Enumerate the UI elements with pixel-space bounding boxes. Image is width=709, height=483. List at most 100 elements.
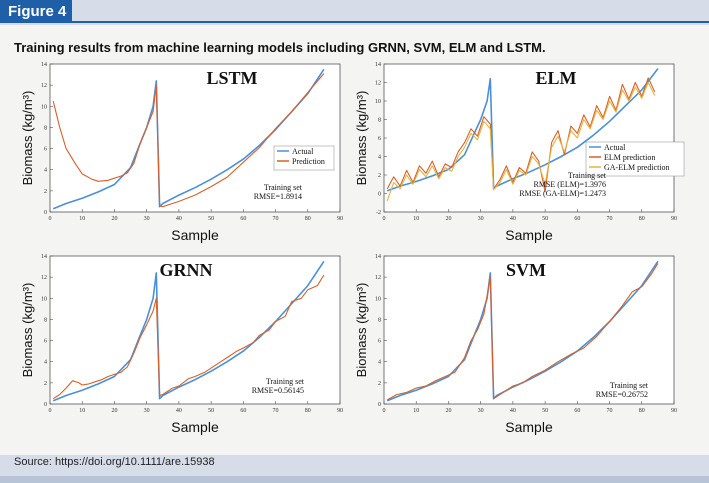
x-tick-label: 20 [111,216,117,222]
legend-label: Actual [604,143,626,152]
x-tick-label: 20 [445,408,451,414]
series-line-actual [52,260,325,402]
x-tick-label: 30 [144,408,150,414]
series-line-prediction [386,263,659,401]
x-axis-label: Sample [171,227,219,243]
y-tick-label: 8 [44,125,47,131]
x-tick-label: 70 [607,408,613,414]
y-axis-label: Biomass (kg/m³) [354,91,369,186]
y-tick-label: -2 [376,210,381,216]
x-tick-label: 30 [144,216,150,222]
x-tick-label: 40 [510,216,516,222]
x-tick-label: 10 [413,408,419,414]
y-tick-label: 4 [378,155,381,161]
y-tick-label: 6 [378,339,381,345]
y-tick-label: 8 [44,317,47,323]
legend-box [273,145,335,171]
x-tick-label: 60 [574,216,580,222]
x-tick-label: 80 [639,408,645,414]
y-tick-label: 6 [378,136,381,142]
x-axis-label: Sample [505,419,553,435]
x-axis-label: Sample [171,419,219,435]
legend-label: Prediction [292,157,325,166]
annotation-text: RMSE (ELM)=1.3976 [533,180,606,189]
y-tick-label: 12 [41,275,47,281]
figure-header [0,0,709,25]
x-tick-label: 50 [208,408,214,414]
series-line-prediction [52,274,325,400]
x-tick-label: 90 [337,408,343,414]
y-tick-label: 6 [44,147,47,153]
x-tick-label: 10 [79,216,85,222]
svm-chart: 0 10 20 30 40 50 60 70 80 90 0 2 4 6 8 10 12 14 Sample Biom… [354,254,677,435]
legend-label: ELM prediction [604,153,655,162]
x-tick-label: 10 [413,216,419,222]
x-tick-label: 60 [240,216,246,222]
legend-label: Actual [292,147,314,156]
series-line-prediction [52,73,325,208]
x-tick-label: 0 [49,216,52,222]
y-tick-label: 4 [378,360,381,366]
y-axis-label: Biomass (kg/m³) [20,283,35,378]
annotation-text: RMSE=0.56145 [252,386,304,395]
x-tick-label: 80 [305,216,311,222]
y-tick-label: 8 [378,317,381,323]
x-tick-label: 70 [273,216,279,222]
y-tick-label: 10 [41,104,47,110]
x-tick-label: 40 [510,408,516,414]
y-tick-label: 12 [375,275,381,281]
x-tick-label: 60 [240,408,246,414]
x-tick-label: 20 [445,216,451,222]
x-tick-label: 70 [273,408,279,414]
y-tick-label: 0 [44,210,47,216]
chart-title: SVM [506,260,546,280]
plot-area [383,63,675,213]
x-tick-label: 20 [111,408,117,414]
x-tick-label: 60 [574,408,580,414]
x-tick-label: 40 [176,216,182,222]
annotation-text: Training set [266,377,305,386]
chart-title: LSTM [206,68,257,88]
footer-bar [0,476,709,483]
series-line-elm-prediction [386,77,656,193]
x-tick-label: 70 [607,216,613,222]
x-tick-label: 90 [671,408,677,414]
y-tick-label: 10 [41,296,47,302]
annotation-text: Training set [568,171,607,180]
figure-caption: Training results from machine learning m… [14,40,546,55]
x-tick-label: 90 [337,216,343,222]
x-tick-label: 50 [208,216,214,222]
grnn-chart: 0 10 20 30 40 50 60 70 80 90 0 2 4 6 8 10 12 14 Sample Biom… [20,254,343,435]
y-tick-label: 2 [44,381,47,387]
y-tick-label: 14 [375,62,381,68]
x-tick-label: 80 [305,408,311,414]
x-tick-label: 0 [383,408,386,414]
y-tick-label: 2 [44,189,47,195]
chart-title: ELM [535,68,576,88]
y-axis-label: Biomass (kg/m³) [20,91,35,186]
y-tick-label: 12 [375,81,381,87]
y-tick-label: 14 [41,62,47,68]
legend-label: GA-ELM prediction [604,163,670,172]
y-tick-label: 0 [378,192,381,198]
x-tick-label: 50 [542,216,548,222]
y-tick-label: 2 [378,381,381,387]
y-tick-label: 0 [378,402,381,408]
x-tick-label: 90 [671,216,677,222]
annotation-text: RMSE=0.26752 [596,390,648,399]
y-tick-label: 12 [41,83,47,89]
y-tick-label: 10 [375,99,381,105]
y-tick-label: 14 [41,254,47,260]
y-tick-label: 8 [378,118,381,124]
elm-chart: 0 10 20 30 40 50 60 70 80 90-202468101214SampleBi… [354,62,685,243]
x-tick-label: 50 [542,408,548,414]
y-tick-label: 0 [44,402,47,408]
y-tick-label: 14 [375,254,381,260]
x-tick-label: 0 [383,216,386,222]
y-tick-label: 4 [44,360,47,366]
annotation-text: RMSE (GA-ELM)=1.2473 [519,189,606,198]
x-tick-label: 30 [478,408,484,414]
series-line-ga-elm-prediction [386,81,656,202]
chart-title: GRNN [160,260,213,280]
annotation-text: Training set [610,381,649,390]
